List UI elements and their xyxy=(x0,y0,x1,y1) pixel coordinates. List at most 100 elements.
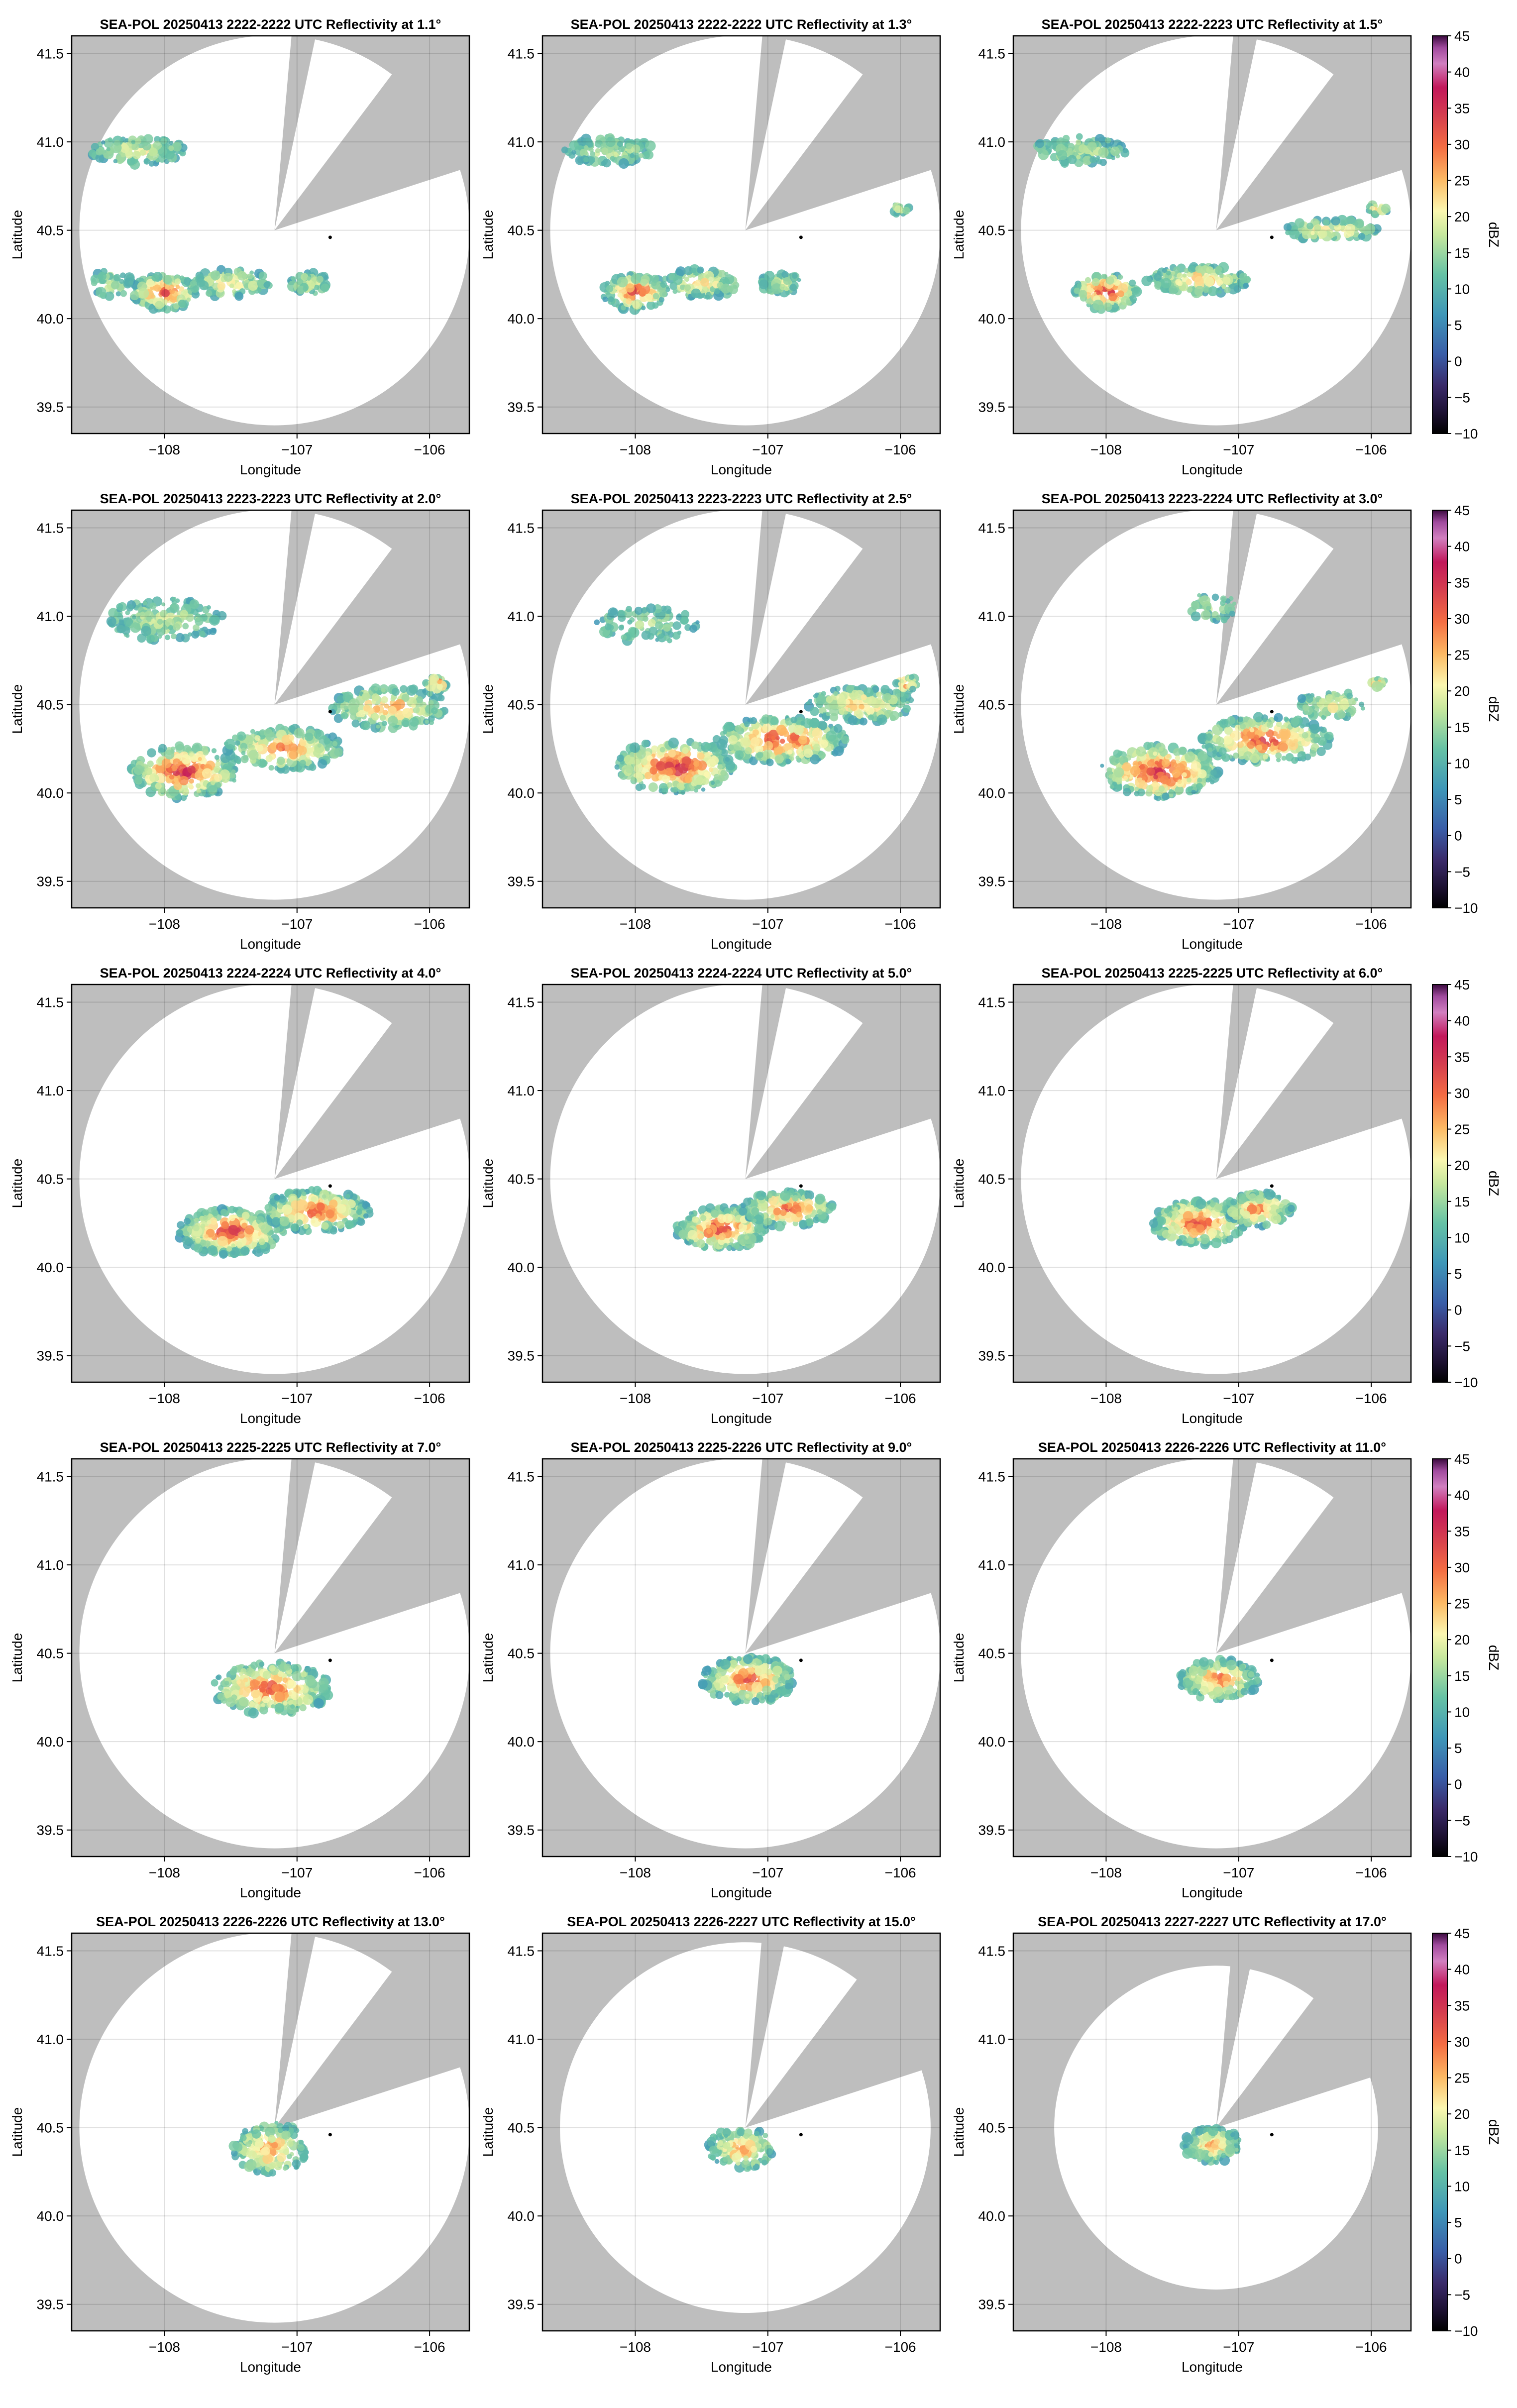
y-ticks: 39.540.040.541.041.5 xyxy=(37,46,72,415)
echo-cell xyxy=(733,285,738,289)
echo-cell xyxy=(371,713,379,721)
echo-cell xyxy=(1161,759,1170,767)
echo-cell xyxy=(758,1201,768,1212)
y-tick-label: 39.5 xyxy=(508,874,535,889)
colorbar-tick-label: 35 xyxy=(1454,101,1470,116)
echo-cell xyxy=(652,293,659,300)
echo-cell xyxy=(1220,595,1227,602)
y-tick-label: 41.5 xyxy=(978,46,1006,62)
echo-cell xyxy=(1358,701,1365,707)
echo-cell xyxy=(160,787,166,793)
echo-cell xyxy=(734,1229,739,1235)
echo-cell xyxy=(880,684,890,694)
echo-cell xyxy=(1182,1228,1188,1234)
x-ticks: −108 −107 −106 xyxy=(620,908,916,932)
echo-cell xyxy=(381,696,388,703)
echo-cell xyxy=(1237,716,1244,723)
echo-cell xyxy=(642,151,650,160)
echo-cell xyxy=(192,742,203,754)
echo-cell xyxy=(618,625,624,631)
panel-title: SEA-POL 20250413 2223-2224 UTC Reflectiv… xyxy=(1042,491,1383,506)
echo-cell xyxy=(817,720,827,731)
gridlines xyxy=(1013,510,1411,908)
echo-cell xyxy=(289,743,298,753)
echo-cell xyxy=(116,625,125,634)
echo-cell xyxy=(840,691,849,700)
echo-cell xyxy=(1279,742,1288,752)
echo-cell xyxy=(136,612,140,617)
echo-cell xyxy=(1360,706,1365,711)
echo-cell xyxy=(428,715,435,722)
radar-coverage xyxy=(79,36,469,426)
echo-cell xyxy=(186,297,191,302)
echo-cell xyxy=(1091,278,1100,286)
echo-cell xyxy=(1276,721,1282,727)
echo-cell xyxy=(422,689,427,693)
echo-cell xyxy=(783,277,791,285)
echo-cell xyxy=(867,696,876,706)
colorbar-tick-label: −10 xyxy=(1454,426,1478,441)
echo-cell xyxy=(787,749,792,755)
echo-cell xyxy=(364,722,370,728)
echo-cell xyxy=(617,292,623,298)
echo-cell xyxy=(1195,265,1203,273)
panel-title: SEA-POL 20250413 2225-2225 UTC Reflectiv… xyxy=(1042,966,1383,981)
x-ticks: −108 −107 −106 xyxy=(149,908,445,932)
colorbar-ramp xyxy=(1432,510,1448,908)
echo-cell xyxy=(252,1237,258,1243)
echo-cell xyxy=(587,142,594,148)
echo-cell xyxy=(303,1223,309,1229)
echo-cell xyxy=(1220,616,1228,624)
radar-site-marker xyxy=(328,235,332,239)
echo-cell xyxy=(1191,601,1197,607)
echo-cell xyxy=(411,703,416,708)
echo-cell xyxy=(1139,764,1145,770)
echo-cell xyxy=(234,292,244,301)
echo-cell xyxy=(1148,747,1159,758)
echo-cell xyxy=(1113,749,1121,758)
echo-cell xyxy=(796,1211,802,1217)
echo-cell xyxy=(645,140,656,151)
echo-cell xyxy=(672,621,681,630)
echo-cell xyxy=(1214,275,1219,280)
echo-cell xyxy=(1310,733,1315,739)
echo-cell xyxy=(630,153,635,158)
echo-cell xyxy=(132,151,141,160)
echo-cell xyxy=(1337,710,1346,719)
echo-cell xyxy=(627,619,633,625)
echo-cell xyxy=(321,1222,329,1230)
echo-cell xyxy=(1283,223,1292,231)
axes-frame xyxy=(542,509,941,909)
echo-cell xyxy=(1249,728,1255,733)
echo-cell xyxy=(106,616,116,627)
echo-cell xyxy=(613,152,618,156)
echo-cell xyxy=(168,145,174,151)
echo-cell xyxy=(595,148,601,153)
echo-cell xyxy=(1309,750,1316,757)
echo-cell xyxy=(1267,750,1271,755)
echo-cell xyxy=(1104,137,1111,144)
echo-cell xyxy=(1219,1232,1224,1237)
echo-cell xyxy=(1203,287,1209,293)
y-tick-label: 40.0 xyxy=(508,785,535,801)
echo-cell xyxy=(268,765,274,771)
radar-panel-8: SEA-POL 20250413 2224-2224 UTC Reflectiv… xyxy=(480,966,941,1426)
x-tick-label: −108 xyxy=(620,1391,651,1406)
y-tick-label: 40.0 xyxy=(508,1260,535,1275)
echo-cell xyxy=(101,140,106,145)
echo-cell xyxy=(1137,761,1142,766)
echo-cell xyxy=(625,143,632,149)
echo-cell xyxy=(173,623,181,631)
echo-cell xyxy=(191,630,200,639)
x-tick-label: −107 xyxy=(281,1391,313,1406)
echo-cell xyxy=(764,270,775,282)
echo-cell xyxy=(1246,731,1255,739)
echo-cell xyxy=(701,787,706,792)
echo-cell xyxy=(648,782,658,792)
echo-cell xyxy=(194,1217,199,1223)
echo-cell xyxy=(202,1209,209,1216)
y-tick-label: 39.5 xyxy=(37,874,64,889)
echo-cell xyxy=(675,751,680,755)
echo-cell xyxy=(307,276,311,281)
y-tick-label: 40.0 xyxy=(978,311,1006,327)
